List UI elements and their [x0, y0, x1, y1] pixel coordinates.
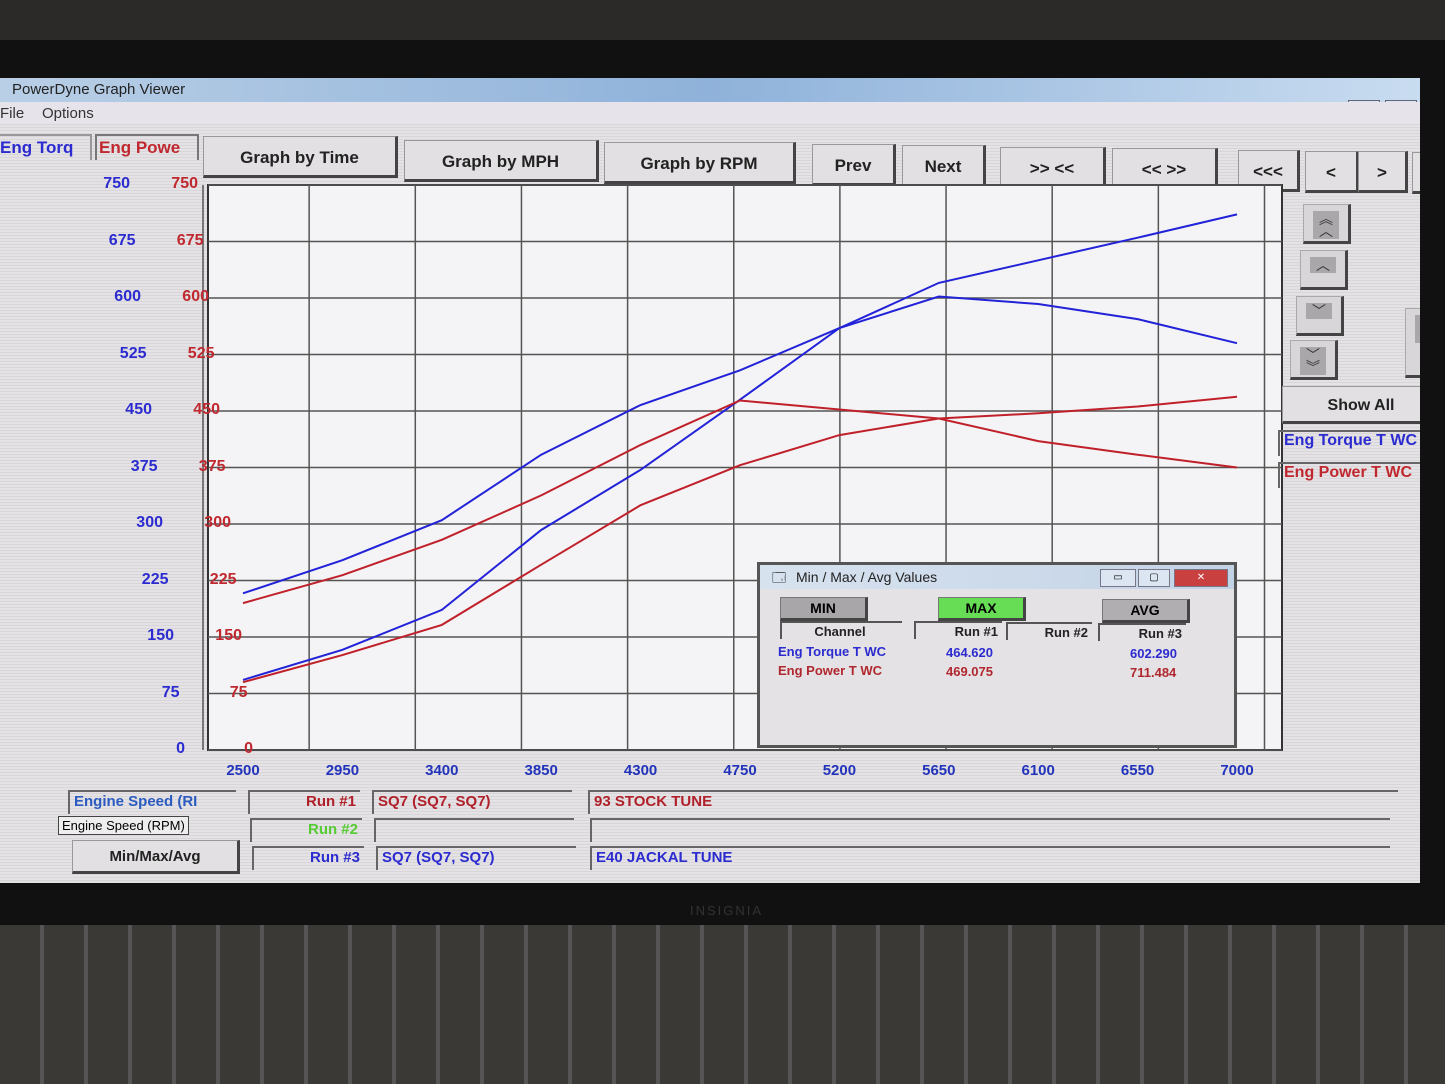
x-tick-label: 7000 [1220, 762, 1254, 779]
graph-by-time-button[interactable]: Graph by Time [203, 136, 398, 178]
dialog-maximize-button[interactable]: ▢ [1138, 569, 1170, 587]
prev-button[interactable]: Prev [812, 144, 896, 186]
run-3-vehicle: SQ7 (SQ7, SQ7) [376, 846, 576, 870]
row-run3-value: 602.290 [1130, 646, 1177, 661]
y-left-tick-label: 225 [141, 570, 169, 588]
monitor-stand [0, 925, 1445, 1084]
y-left-channel-header[interactable]: Eng Torq [0, 134, 92, 160]
graph-by-rpm-button[interactable]: Graph by RPM [604, 142, 796, 184]
right-axis-shift-icon[interactable]: ︽︾ [1405, 308, 1420, 378]
run-3-label[interactable]: Run #3 [252, 846, 364, 870]
x-tick-label: 6100 [1021, 762, 1055, 779]
y-right-tick-label: 450 [193, 401, 220, 418]
window-icon: 🗔 [772, 570, 787, 585]
dialog-close-button[interactable]: ✕ [1174, 569, 1228, 587]
y-right-tick-label: 675 [176, 231, 204, 249]
x-tick-label: 4300 [623, 762, 658, 779]
y-right-tick-label: 375 [198, 457, 226, 475]
title-bar: PowerDyne Graph Viewer [0, 78, 1420, 102]
channel-eng-torque[interactable]: Eng Torque T WC [1278, 430, 1420, 456]
x-tick-label: 5200 [822, 762, 857, 779]
x-tick-label: 3400 [425, 762, 459, 779]
run-1-note: 93 STOCK TUNE [588, 790, 1398, 814]
triple-chevron-down-icon[interactable]: ﹀ ︾ [1290, 340, 1338, 380]
column-run-1: Run #1 [914, 621, 1002, 639]
x-tick-label: 2500 [226, 762, 260, 779]
x-channel-select[interactable]: Engine Speed (RI [68, 790, 236, 814]
row-run1-value: 464.620 [946, 645, 993, 660]
show-all-button[interactable]: Show All [1282, 386, 1420, 424]
menu-bar: File Options [0, 102, 1420, 124]
x-tick-label: 6550 [1120, 762, 1155, 779]
min-mode-button[interactable]: MIN [780, 597, 868, 621]
series-line [242, 399, 1238, 605]
y-left-tick-label: 525 [119, 344, 147, 362]
y-right-tick-label: 0 [244, 740, 253, 757]
y-right-tick-label: 75 [229, 683, 248, 701]
chevron-up-icon[interactable]: ︿ [1300, 250, 1348, 290]
y-left-tick-label: 750 [103, 175, 130, 192]
y-left-tick-label: 75 [161, 683, 180, 701]
column-run-3: Run #3 [1098, 623, 1186, 641]
row-channel: Eng Torque T WC [778, 644, 887, 659]
channel-eng-power[interactable]: Eng Power T WC [1278, 462, 1420, 488]
min-max-avg-dialog: Min / Max / Avg Values 🗔 ▭ ▢ ✕ MIN MAX A… [757, 562, 1237, 748]
run-label-text: Run #1 [305, 793, 356, 810]
menu-file[interactable]: File [0, 105, 25, 122]
y-right-tick-label: 150 [215, 627, 242, 644]
app-window: PowerDyne Graph Viewer ▭ ⧉ File Options … [0, 78, 1420, 883]
triple-chevron-up-icon[interactable]: ︽ ︿ [1303, 204, 1351, 244]
run-1-vehicle: SQ7 (SQ7, SQ7) [372, 790, 572, 814]
x-channel-tooltip: Engine Speed (RPM) [58, 816, 189, 835]
series-line [242, 295, 1238, 595]
max-mode-button[interactable]: MAX [938, 597, 1026, 621]
run-2-note [590, 818, 1390, 842]
x-tick-label: 3850 [524, 762, 558, 779]
graph-by-mph-button[interactable]: Graph by MPH [404, 140, 599, 182]
column-channel: Channel [780, 621, 902, 639]
y-left-tick-label: 300 [136, 514, 163, 531]
run-2-vehicle [374, 818, 574, 842]
y-left-tick-label: 600 [114, 288, 141, 305]
scroll-far-right-button[interactable]: >> [1412, 152, 1420, 194]
row-channel: Eng Power T WC [778, 663, 882, 678]
y-right-tick-label: 225 [209, 570, 237, 588]
y-right-tick-label: 525 [187, 344, 215, 362]
run-1-label[interactable]: Run #1 [248, 790, 360, 814]
y-right-channel-header[interactable]: Eng Powe [95, 134, 199, 160]
y-left-tick-label: 150 [147, 627, 174, 644]
dialog-minimize-button[interactable]: ▭ [1100, 569, 1136, 587]
x-tick-label: 2950 [325, 762, 360, 779]
column-run-2: Run #2 [1006, 622, 1092, 640]
avg-mode-button[interactable]: AVG [1102, 599, 1190, 623]
y-left-tick-label: 450 [125, 401, 152, 418]
menu-options[interactable]: Options [42, 105, 94, 122]
y-left-tick-label: 0 [176, 740, 185, 757]
min-max-avg-button[interactable]: Min/Max/Avg [72, 840, 240, 874]
row-run1-value: 469.075 [946, 664, 993, 679]
scroll-left-button[interactable]: < [1305, 151, 1359, 193]
monitor-brand: INSIGNIA [690, 903, 764, 918]
y-right-tick-label: 750 [171, 175, 198, 192]
row-run3-value: 711.484 [1130, 665, 1177, 680]
run-2-label[interactable]: Run #2 [250, 818, 362, 842]
y-left-tick-label: 375 [130, 457, 158, 475]
scroll-right-button[interactable]: > [1358, 151, 1408, 193]
chevron-down-icon[interactable]: ﹀ [1296, 296, 1344, 336]
y-left-tick-label: 675 [108, 231, 136, 249]
x-tick-label: 5650 [922, 762, 956, 779]
run-label-text: Run #2 [307, 821, 358, 838]
run-3-note: E40 JACKAL TUNE [590, 846, 1390, 870]
x-tick-label: 4750 [723, 762, 757, 779]
y-right-tick-label: 300 [204, 514, 231, 531]
y-right-tick-label: 600 [182, 288, 209, 305]
window-title: PowerDyne Graph Viewer [12, 81, 186, 98]
run-label-text: Run #3 [309, 849, 360, 866]
series-line [242, 395, 1238, 684]
